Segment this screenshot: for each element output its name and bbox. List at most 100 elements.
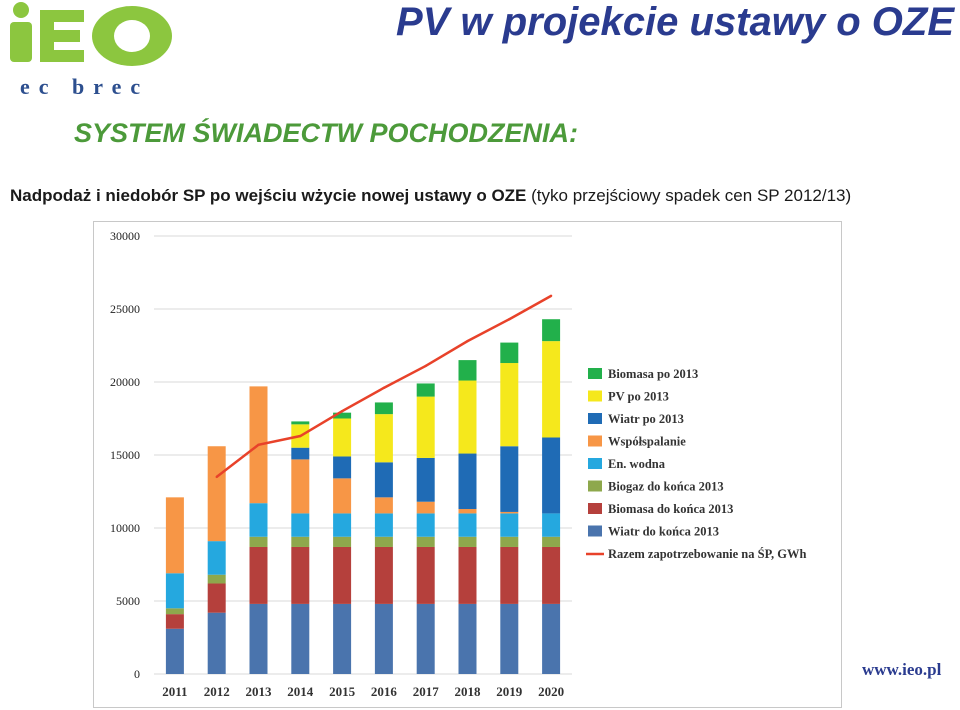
bar-segment xyxy=(249,536,268,547)
y-tick-label: 20000 xyxy=(110,375,140,389)
legend-swatch xyxy=(588,413,602,424)
bar-segment xyxy=(333,412,352,419)
bar-segment xyxy=(542,437,561,514)
legend-swatch xyxy=(588,480,602,492)
bar-segment xyxy=(374,402,393,415)
x-tick-label: 2011 xyxy=(162,684,187,699)
bar-segment xyxy=(291,536,310,547)
bar-segment xyxy=(249,503,268,537)
demand-point xyxy=(340,410,344,413)
bar-segment xyxy=(165,497,184,574)
bar-segment xyxy=(416,396,435,458)
demand-point xyxy=(382,386,386,390)
legend-label: Wiatr do końca 2013 xyxy=(608,525,719,539)
bar-segment xyxy=(416,603,435,674)
bar-segment xyxy=(458,453,477,510)
x-tick-label: 2016 xyxy=(371,684,398,699)
x-tick-label: 2020 xyxy=(538,684,564,699)
legend-label: En. wodna xyxy=(608,457,666,471)
section-title: SYSTEM ŚWIADECTW POCHODZENIA: xyxy=(74,118,578,148)
bar-segment xyxy=(207,446,226,542)
bar-segment xyxy=(416,536,435,547)
legend-label: Współspalanie xyxy=(608,435,686,449)
bar-segment xyxy=(500,363,519,447)
bar-segment xyxy=(542,546,561,604)
bar-segment xyxy=(207,583,226,613)
x-tick-label: 2014 xyxy=(287,684,314,699)
bar-segment xyxy=(416,501,435,514)
subtitle-normal: (tyko przejściowy spadek cen SP 2012/13) xyxy=(526,186,852,205)
x-tick-label: 2015 xyxy=(329,684,356,699)
y-tick-label: 30000 xyxy=(110,229,140,243)
bar-segment xyxy=(416,457,435,502)
x-tick-label: 2019 xyxy=(496,684,523,699)
bar-segment xyxy=(458,546,477,604)
bar-segment xyxy=(458,536,477,547)
bar-segment xyxy=(374,414,393,463)
bar-segment xyxy=(207,574,226,584)
bar-segment xyxy=(542,319,561,342)
x-tick-label: 2013 xyxy=(246,684,273,699)
bar-segment xyxy=(291,603,310,674)
bar-segment xyxy=(500,342,519,364)
legend-label: Biomasa po 2013 xyxy=(608,367,698,381)
demand-point xyxy=(466,339,469,343)
bar-segment xyxy=(291,513,310,537)
bar-segment xyxy=(374,497,393,514)
bar-segment xyxy=(249,546,268,604)
y-tick-label: 10000 xyxy=(110,521,140,535)
bar-segment xyxy=(333,478,352,514)
bar-segment xyxy=(542,603,561,674)
legend-label: PV po 2013 xyxy=(608,390,669,404)
x-tick-label: 2017 xyxy=(413,684,440,699)
bar-segment xyxy=(165,628,184,674)
logo-subtext: ec brec xyxy=(20,74,150,99)
bar-segment xyxy=(458,513,477,537)
legend-swatch xyxy=(588,390,602,402)
stacked-bar-chart: 0 5000 10000 15000 20000 25000 30000 2011 2012 20… xyxy=(110,229,807,699)
bar-segment xyxy=(291,459,310,514)
bar-segment xyxy=(500,536,519,547)
bar-segment xyxy=(374,546,393,604)
legend-swatch xyxy=(588,435,602,447)
bar-segment xyxy=(416,513,435,537)
demand-point xyxy=(424,364,427,368)
bar-segment xyxy=(374,536,393,547)
legend-label: Wiatr po 2013 xyxy=(608,412,684,426)
x-tick-label: 2012 xyxy=(204,684,230,699)
bar-segment xyxy=(291,421,310,425)
bar-segment xyxy=(542,536,561,547)
bar-segment xyxy=(333,536,352,547)
y-tick-label: 5000 xyxy=(116,594,140,608)
bar-segment xyxy=(291,447,310,460)
bar-segment xyxy=(458,380,477,454)
bar-segment xyxy=(500,513,519,537)
bar-segment xyxy=(207,541,226,575)
ieo-logo xyxy=(10,2,172,66)
bar-segment xyxy=(333,456,352,479)
bar-segment xyxy=(374,513,393,537)
legend-swatch xyxy=(588,503,602,514)
bar-segment xyxy=(458,603,477,674)
demand-point xyxy=(215,475,218,479)
bar-segment xyxy=(500,603,519,674)
bar-segment xyxy=(458,360,477,381)
y-tick-label: 0 xyxy=(134,667,140,681)
bar-segment xyxy=(249,603,268,674)
bar-segment xyxy=(333,513,352,537)
legend-swatch xyxy=(588,368,602,379)
x-tick-label: 2018 xyxy=(455,684,482,699)
bar-segment xyxy=(165,573,184,609)
bar-segment xyxy=(291,546,310,604)
bar-segment xyxy=(333,418,352,457)
legend-label: Biomasa do końca 2013 xyxy=(608,502,733,516)
bar-segment xyxy=(500,546,519,604)
legend-swatch xyxy=(588,525,602,537)
bar-segment xyxy=(333,546,352,604)
y-tick-label: 25000 xyxy=(110,302,140,316)
bar-segment xyxy=(207,612,226,674)
demand-point xyxy=(299,434,302,438)
bar-segment xyxy=(374,603,393,674)
footer-url[interactable]: www.ieo.pl xyxy=(862,660,942,679)
demand-point xyxy=(508,318,511,321)
